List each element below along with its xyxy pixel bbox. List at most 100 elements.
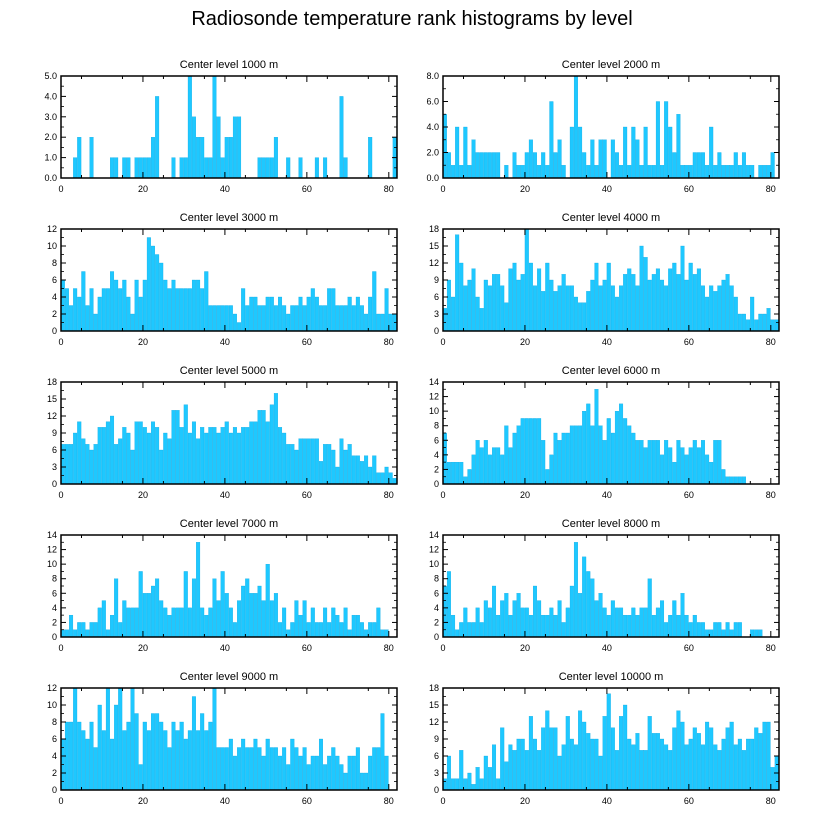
bar xyxy=(286,444,291,485)
bar xyxy=(114,578,119,638)
bar xyxy=(684,454,689,485)
bar xyxy=(578,710,583,791)
bar xyxy=(643,607,648,638)
bar xyxy=(725,476,730,485)
bar xyxy=(725,622,730,638)
bar xyxy=(232,622,237,638)
bar xyxy=(150,245,155,332)
bar xyxy=(557,600,562,638)
y-tick-label: 6 xyxy=(434,751,439,761)
bar xyxy=(245,427,250,485)
bar xyxy=(737,313,742,332)
bar xyxy=(487,152,492,179)
bar xyxy=(651,274,656,332)
bar xyxy=(455,234,460,332)
y-tick-label: 6 xyxy=(52,275,57,285)
bar xyxy=(455,778,460,791)
bar xyxy=(696,152,701,179)
bar xyxy=(602,279,607,332)
bar xyxy=(610,139,615,179)
bar xyxy=(627,268,632,332)
y-tick-label: 6 xyxy=(52,588,57,598)
bar xyxy=(167,288,172,332)
bar xyxy=(146,157,151,179)
bar xyxy=(545,165,550,179)
bar xyxy=(257,410,262,485)
bar xyxy=(314,438,319,485)
bar xyxy=(380,629,385,638)
x-tick-label: 40 xyxy=(220,643,230,653)
bar xyxy=(660,600,665,638)
x-tick-label: 0 xyxy=(440,643,445,653)
bar xyxy=(101,288,106,332)
x-tick-label: 60 xyxy=(684,796,694,806)
bar xyxy=(651,733,656,791)
bar xyxy=(549,727,554,791)
bar xyxy=(762,165,767,179)
y-tick-label: 0.0 xyxy=(426,173,439,183)
bar xyxy=(766,721,771,791)
bar xyxy=(655,101,660,179)
bar xyxy=(446,279,451,332)
y-tick-label: 4 xyxy=(52,751,57,761)
panel-title: Center level 6000 m xyxy=(562,365,660,377)
y-tick-label: 12 xyxy=(47,224,57,234)
bar xyxy=(614,607,619,638)
bar xyxy=(705,165,710,179)
bar xyxy=(187,730,192,791)
bar xyxy=(479,152,484,179)
panel-title: Center level 1000 m xyxy=(180,59,278,71)
bar xyxy=(89,721,94,791)
bar xyxy=(179,607,184,638)
bar xyxy=(741,313,746,332)
bar xyxy=(216,432,221,485)
bar xyxy=(269,296,274,332)
x-tick-label: 40 xyxy=(602,796,612,806)
bar xyxy=(101,730,106,791)
bar xyxy=(355,296,360,332)
bar xyxy=(602,607,607,638)
y-tick-label: 0 xyxy=(52,479,57,489)
bar xyxy=(138,764,143,791)
y-tick-label: 2 xyxy=(52,309,57,319)
bar xyxy=(150,137,155,179)
bar xyxy=(150,713,155,791)
bar xyxy=(105,421,110,485)
bar xyxy=(278,755,283,791)
bar xyxy=(471,454,476,485)
bar xyxy=(97,607,102,638)
bar xyxy=(351,614,356,638)
bar xyxy=(590,738,595,791)
bar xyxy=(475,296,480,332)
bar xyxy=(253,296,258,332)
bar xyxy=(524,750,529,791)
x-tick-label: 40 xyxy=(602,643,612,653)
bar xyxy=(261,600,266,638)
bar xyxy=(483,279,488,332)
bar xyxy=(668,614,673,638)
x-tick-label: 60 xyxy=(684,184,694,194)
bar xyxy=(265,421,270,485)
bar xyxy=(504,593,509,638)
bar xyxy=(725,165,730,179)
bar xyxy=(705,296,710,332)
bar xyxy=(721,279,726,332)
bar xyxy=(627,614,632,638)
bar xyxy=(323,444,328,485)
y-tick-label: 6 xyxy=(52,445,57,455)
y-tick-label: 3.0 xyxy=(44,112,57,122)
bar xyxy=(471,139,476,179)
bar xyxy=(733,744,738,791)
bar xyxy=(228,305,233,332)
bar xyxy=(532,418,537,485)
bar xyxy=(475,767,480,791)
bar xyxy=(565,432,570,485)
y-tick-label: 6 xyxy=(434,435,439,445)
bar xyxy=(204,157,209,179)
bar xyxy=(573,75,578,179)
bar xyxy=(680,593,685,638)
bar xyxy=(537,165,542,179)
bar xyxy=(627,738,632,791)
y-tick-label: 6 xyxy=(434,588,439,598)
bar xyxy=(69,444,74,485)
